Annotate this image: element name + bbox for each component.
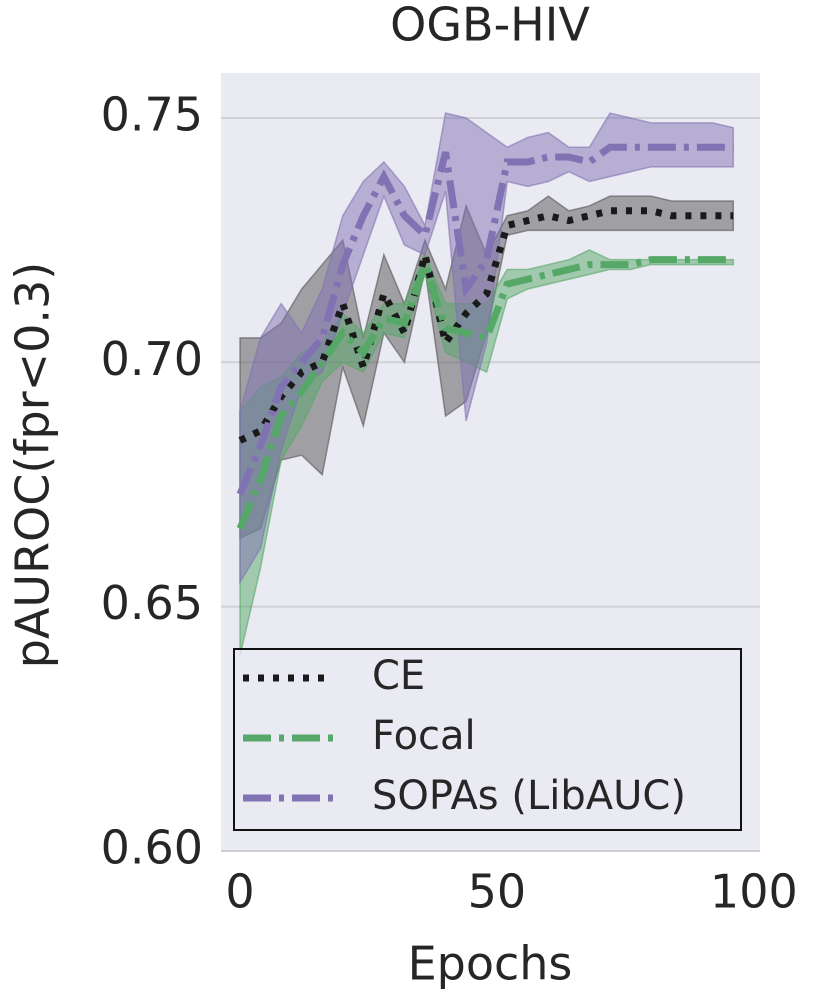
x-tick-label: 50 [468, 865, 527, 919]
legend-label: CE [372, 653, 425, 699]
chart-title: OGB-HIV [390, 0, 590, 52]
legend: CE Focal SOPAs (LibAUC) [233, 648, 742, 831]
x-tick-label: 100 [710, 865, 798, 919]
y-tick-label: 0.60 [101, 821, 203, 875]
series-line [236, 143, 734, 496]
x-tick-label: 0 [225, 865, 254, 919]
y-tick-label: 0.65 [101, 576, 203, 630]
y-axis-label: pAUROC(fpr<0.3) [6, 262, 60, 669]
y-tick-label: 0.75 [101, 87, 203, 141]
series-line [238, 207, 734, 444]
error-band [239, 112, 735, 585]
x-axis-label: Epochs [408, 937, 573, 991]
legend-label: Focal [372, 713, 476, 759]
y-tick-label: 0.70 [101, 332, 203, 386]
legend-label: SOPAs (LibAUC) [372, 773, 686, 819]
lines [236, 143, 734, 530]
series-line [236, 253, 734, 530]
